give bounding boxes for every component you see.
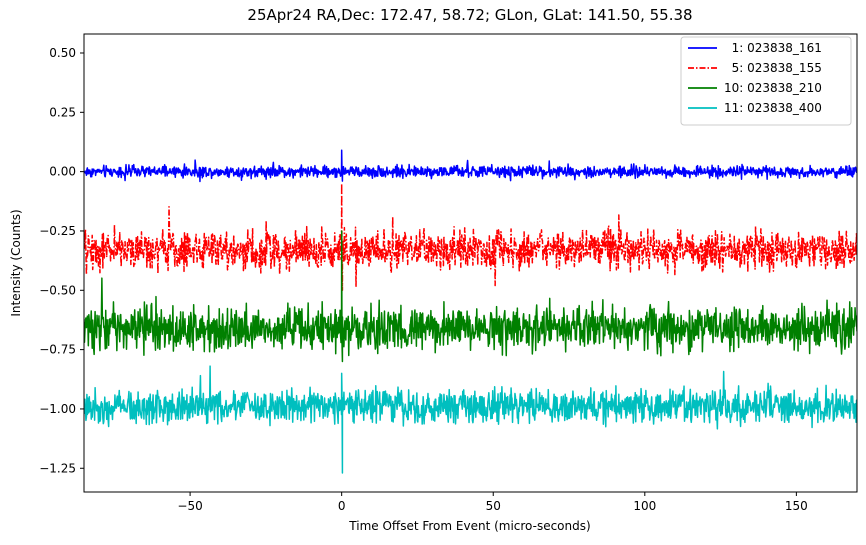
y-tick-label: −0.75 <box>39 343 76 357</box>
series-line-3 <box>84 230 857 363</box>
series-line-4 <box>84 365 857 474</box>
plot-frame <box>83 33 858 493</box>
x-tick-label: 0 <box>338 499 346 513</box>
x-tick-label: 100 <box>633 499 656 513</box>
series-line-2 <box>84 182 857 292</box>
legend-label: 11: 023838_400 <box>724 101 822 115</box>
legend-box <box>680 36 852 126</box>
y-tick-label: −1.25 <box>39 461 76 475</box>
series-line-1 <box>84 149 857 183</box>
x-tick-label: 150 <box>785 499 808 513</box>
y-axis-label: Intensity (Counts) <box>9 209 23 316</box>
x-tick-label: −50 <box>177 499 202 513</box>
chart-title: 25Apr24 RA,Dec: 172.47, 58.72; GLon, GLa… <box>247 6 692 24</box>
legend-label: 5: 023838_155 <box>724 61 822 75</box>
y-axis: 0.50 0.25 0.00 −0.25 −0.50 −0.75 −1.00 −1.25 <box>39 46 84 475</box>
legend: 1: 023838_161 5: 023838_155 10: 023838_21… <box>680 36 852 126</box>
y-tick-label: −1.00 <box>39 402 76 416</box>
x-tick-label: 50 <box>486 499 501 513</box>
y-tick-label: 0.25 <box>49 105 76 119</box>
y-tick-label: 0.50 <box>49 46 76 60</box>
x-axis: −50 0 50 100 150 <box>177 492 808 513</box>
series-layer <box>84 149 857 474</box>
y-tick-label: −0.50 <box>39 283 76 297</box>
y-tick-label: −0.25 <box>39 224 76 238</box>
x-axis-label: Time Offset From Event (micro-seconds) <box>348 519 590 533</box>
legend-label: 1: 023838_161 <box>724 41 822 55</box>
legend-label: 10: 023838_210 <box>724 81 822 95</box>
y-tick-label: 0.00 <box>49 165 76 179</box>
